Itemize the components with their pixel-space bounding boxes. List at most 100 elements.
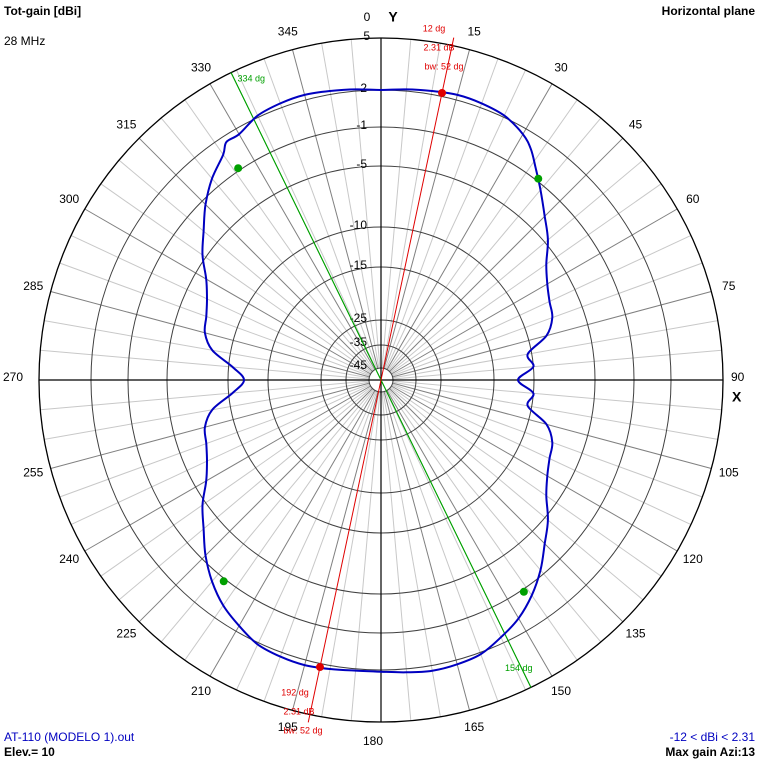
max-gain-annotation: 2.31 dB (423, 42, 454, 52)
grid-spoke-minor (160, 117, 374, 372)
grid-spoke-minor (184, 99, 375, 371)
grid-spoke-minor (100, 386, 372, 577)
grid-spoke-major (209, 83, 376, 370)
grid-spoke-minor (160, 388, 374, 643)
y-axis-label: Y (388, 9, 398, 25)
grid-spoke-minor (384, 58, 499, 369)
grid-spoke-major (292, 49, 379, 369)
grid-spoke-major (392, 291, 712, 378)
gain-range-label: -12 < dBi < 2.31 (669, 730, 755, 744)
frequency-label: 28 MHz (4, 34, 46, 48)
grid-spoke-minor (70, 235, 371, 376)
angle-label-90: 90 (731, 370, 745, 384)
angle-label-240: 240 (59, 552, 79, 566)
max-gain-label: Max gain Azi:13 (665, 745, 755, 759)
ring-label: 5 (363, 29, 370, 43)
grid-spoke-major (50, 291, 370, 378)
grid-spoke-minor (381, 39, 412, 369)
angle-label-150: 150 (551, 684, 571, 698)
grid-spoke-minor (381, 391, 412, 721)
grid-spoke-major (386, 390, 553, 677)
grid-spoke-minor (392, 383, 703, 498)
grid-spoke-minor (392, 262, 703, 377)
grid-spoke-major (391, 208, 678, 375)
elevation-label: Elev.= 10 (4, 745, 55, 759)
angle-label-345: 345 (278, 24, 298, 38)
grid-spoke-minor (392, 349, 722, 380)
angle-label-330: 330 (191, 60, 211, 74)
grid-spoke-minor (382, 43, 441, 369)
grid-spoke-minor (236, 69, 377, 370)
grid-spoke-major (383, 49, 470, 369)
grid-spoke-major (138, 137, 373, 372)
file-name-label: AT-110 (MODELO 1).out (4, 730, 135, 744)
angle-label-30: 30 (554, 60, 568, 74)
grid-spoke-minor (387, 389, 578, 661)
grid-spoke-minor (44, 381, 370, 440)
beamwidth-point (219, 577, 228, 586)
angle-label-0: 0 (364, 10, 371, 24)
grid-spoke-minor (100, 183, 372, 374)
grid-spoke-minor (390, 386, 662, 577)
radiation-pattern-curve (201, 88, 554, 674)
angle-label-270: 270 (3, 370, 23, 384)
grid-spoke-major (383, 391, 470, 711)
max-gain-annotation: 192 dg (281, 687, 309, 697)
grid-spoke-major (138, 388, 373, 623)
grid-spoke-minor (382, 391, 441, 717)
angle-label-105: 105 (719, 465, 739, 479)
grid-spoke-minor (236, 390, 377, 691)
grid-spoke-minor (392, 381, 718, 440)
grid-spoke-major (386, 83, 553, 370)
angle-label-195: 195 (278, 720, 298, 734)
grid-spoke-minor (263, 391, 378, 702)
beamwidth-label: 334 dg (237, 74, 265, 84)
grid-spoke-major (292, 391, 379, 711)
max-gain-annotation: 12 dg (423, 23, 446, 33)
grid-spoke-minor (385, 69, 526, 370)
grid-spoke-major (392, 382, 712, 469)
grid-spoke-minor (391, 235, 692, 376)
grid-spoke-minor (40, 380, 370, 411)
angle-label-45: 45 (629, 118, 643, 132)
ring-label: -35 (350, 335, 368, 349)
grid-spoke-minor (392, 380, 722, 411)
max-gain-annotation: bw: 52 dg (424, 61, 463, 71)
angle-label-120: 120 (683, 552, 703, 566)
grid-spoke-major (50, 382, 370, 469)
ring-label: -10 (350, 218, 368, 232)
grid-spoke-major (84, 385, 371, 552)
grid-spoke-major (389, 137, 624, 372)
angle-label-210: 210 (191, 684, 211, 698)
grid-spoke-minor (184, 389, 375, 661)
grid-spoke-minor (44, 320, 370, 379)
ring-label: -15 (350, 258, 368, 272)
grid-spoke-minor (40, 349, 370, 380)
ring-label: 2 (360, 81, 367, 95)
max-gain-point (315, 663, 324, 672)
grid-spoke-minor (385, 390, 526, 691)
ring-label: -5 (356, 157, 367, 171)
angle-label-180: 180 (363, 734, 383, 748)
grid-spoke-minor (321, 43, 380, 369)
chart-title: Tot-gain [dBi] (4, 4, 82, 18)
beamwidth-point (519, 587, 528, 596)
grid-spoke-major (84, 208, 371, 375)
ring-label: -1 (356, 118, 367, 132)
grid-spoke-minor (350, 39, 381, 369)
angle-label-255: 255 (23, 465, 43, 479)
grid-spoke-minor (59, 383, 370, 498)
x-axis-label: X (732, 389, 742, 405)
grid-spoke-minor (321, 391, 380, 717)
grid-spoke-minor (388, 388, 602, 643)
plane-label: Horizontal plane (661, 4, 755, 18)
angle-label-15: 15 (467, 24, 481, 38)
grid-spoke-minor (118, 387, 373, 601)
grid-spoke-minor (387, 99, 578, 371)
grid-spoke-minor (390, 183, 662, 374)
grid-spoke-minor (118, 159, 373, 373)
grid-spoke-minor (384, 391, 499, 702)
grid-spoke-minor (350, 391, 381, 721)
grid-spoke-minor (388, 117, 602, 372)
max-gain-annotation: 2.31 dB (283, 706, 314, 716)
